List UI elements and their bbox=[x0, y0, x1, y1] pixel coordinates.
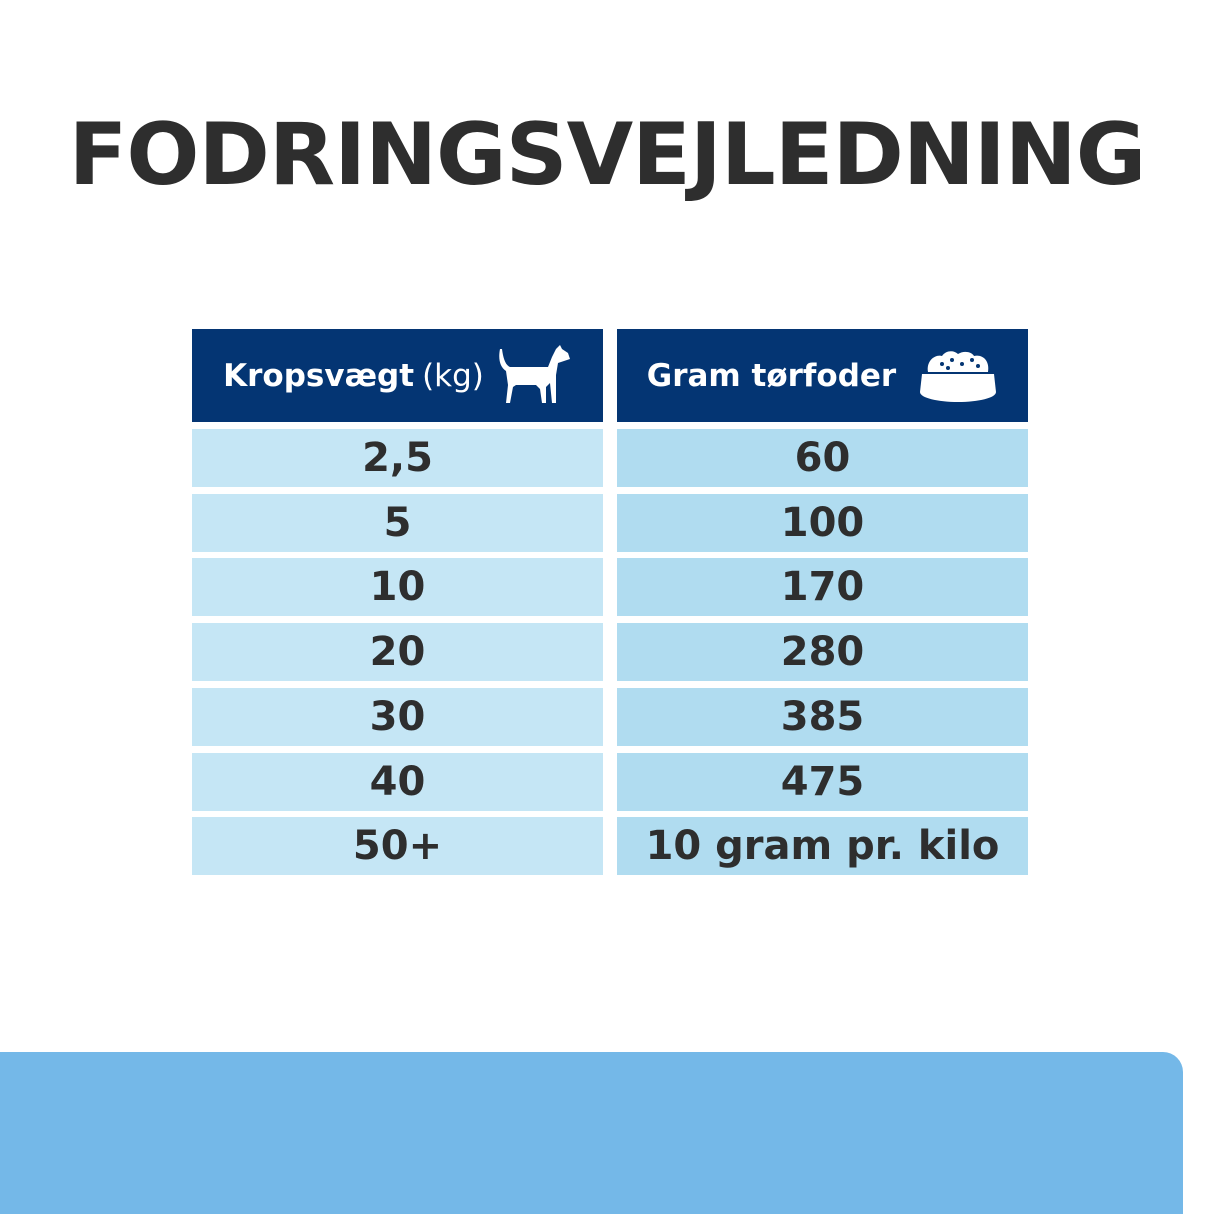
header-label: Kropsvægt bbox=[223, 357, 415, 394]
dry-food-cell: 100 bbox=[617, 493, 1028, 552]
body-weight-cell: 40 bbox=[192, 752, 603, 811]
header-unit: (kg) bbox=[422, 357, 484, 394]
dog-icon bbox=[496, 344, 572, 407]
body-weight-cell: 10 bbox=[192, 558, 603, 617]
body-weight-cell: 30 bbox=[192, 687, 603, 746]
dry-food-cell: 170 bbox=[617, 558, 1028, 617]
header-dry-food-grams: Gram tørfoder bbox=[617, 329, 1028, 422]
dry-food-cell: 385 bbox=[617, 687, 1028, 746]
dry-food-cell: 60 bbox=[617, 429, 1028, 487]
food-bowl-icon bbox=[918, 348, 998, 404]
header-label: Gram tørfoder bbox=[646, 357, 897, 394]
header-body-weight: Kropsvægt (kg) bbox=[192, 329, 603, 422]
bottom-banner bbox=[0, 1052, 1183, 1214]
body-weight-cell: 50+ bbox=[192, 817, 603, 876]
dry-food-cell: 280 bbox=[617, 623, 1028, 682]
body-weight-cell: 5 bbox=[192, 493, 603, 552]
page-title: FODRINGSVEJLEDNING bbox=[68, 105, 1147, 205]
dry-food-cell: 10 gram pr. kilo bbox=[617, 817, 1028, 876]
body-weight-cell: 20 bbox=[192, 623, 603, 682]
body-weight-cell: 2,5 bbox=[192, 429, 603, 487]
dry-food-cell: 475 bbox=[617, 752, 1028, 811]
